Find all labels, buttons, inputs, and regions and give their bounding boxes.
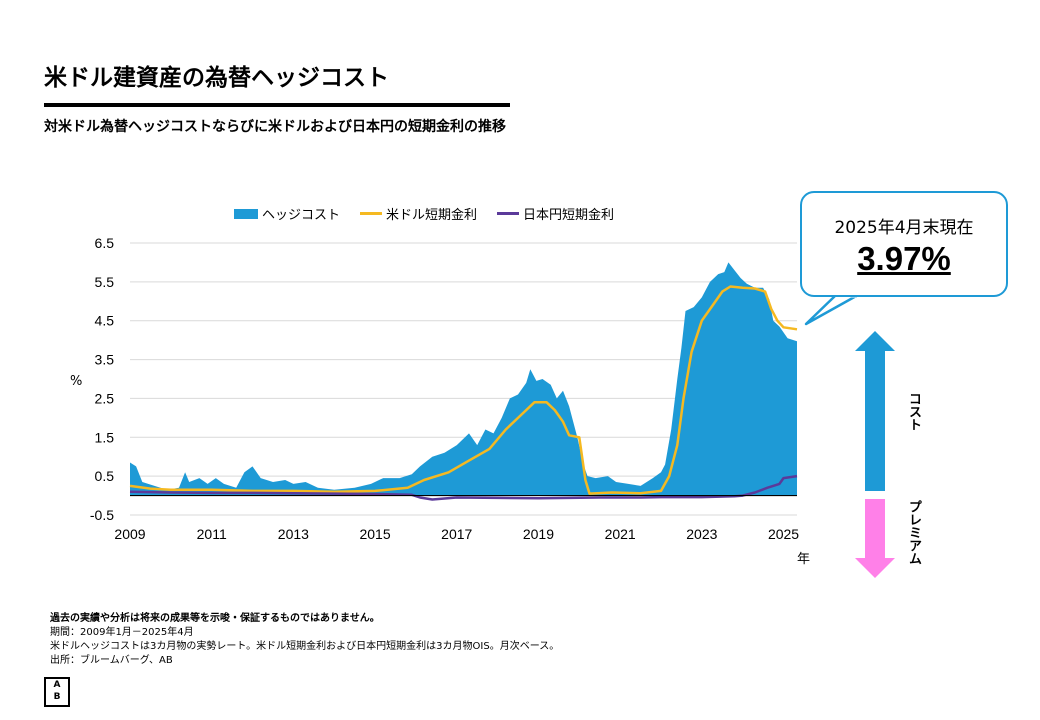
cost-arrowhead — [855, 331, 895, 351]
premium-arrow-shaft — [865, 499, 885, 559]
logo-letter-bottom: B — [53, 692, 61, 702]
footer-source: 出所：ブルームバーグ、AB — [50, 655, 173, 666]
cost-arrow-shaft — [865, 350, 885, 491]
y-tick-label: 6.5 — [95, 235, 115, 251]
x-tick-label: 2025 — [768, 526, 799, 542]
ab-logo: A B — [44, 677, 70, 707]
legend-label-usd: 米ドル短期金利 — [386, 208, 478, 223]
y-axis-label: % — [70, 374, 82, 389]
x-tick-label: 2009 — [114, 526, 145, 542]
page-subtitle: 対米ドル為替ヘッジコストならびに米ドルおよび日本円の短期金利の推移 — [44, 119, 506, 135]
callout-date-label: 2025年4月末現在 — [834, 218, 974, 238]
logo-letter-top: A — [53, 680, 61, 690]
y-tick-label: -0.5 — [90, 507, 114, 523]
x-tick-label: 2019 — [523, 526, 554, 542]
legend-label-hedge: ヘッジコスト — [262, 208, 341, 223]
chart-legend: ヘッジコスト 米ドル短期金利 日本円短期金利 — [234, 204, 634, 223]
x-tick-label: 2011 — [197, 526, 227, 542]
x-tick-label: 2013 — [278, 526, 309, 542]
callout-value: 3.97% — [857, 240, 951, 277]
legend-swatch-usd — [360, 212, 383, 215]
legend-swatch-hedge — [234, 208, 258, 219]
x-tick-label: 2015 — [359, 526, 390, 542]
legend-item-usd: 米ドル短期金利 — [360, 204, 477, 223]
current-value-callout: 2025年4月末現在 3.97% — [800, 191, 1008, 297]
footer-notes: 過去の実績や分析は将来の成果等を示唆・保証するものではありません。 期間：200… — [50, 612, 559, 668]
y-tick-label: 5.5 — [95, 274, 115, 290]
jpy-rate-line — [129, 474, 798, 501]
y-tick-label: 1.5 — [95, 429, 115, 445]
hedge-cost-area — [130, 262, 797, 496]
title-divider — [44, 103, 510, 107]
y-tick-label: 0.5 — [95, 468, 115, 484]
premium-label: プレミアム — [906, 500, 921, 565]
x-axis-label: 年 — [797, 552, 810, 567]
x-tick-label: 2021 — [605, 526, 636, 542]
cost-label: コスト — [906, 392, 921, 431]
x-tick-label: 2023 — [686, 526, 717, 542]
legend-item-hedge: ヘッジコスト — [234, 204, 340, 223]
usd-rate-line — [129, 285, 798, 495]
y-tick-label: 3.5 — [95, 352, 115, 368]
footer-note: 米ドルヘッジコストは3カ月物の実勢レート。米ドル短期金利および日本円短期金利は3… — [50, 641, 560, 652]
legend-item-jpy: 日本円短期金利 — [497, 204, 614, 223]
y-tick-label: 2.5 — [95, 390, 115, 406]
premium-arrowhead — [855, 558, 895, 578]
footer-period: 期間：2009年1月－2025年4月 — [50, 627, 194, 638]
legend-label-jpy: 日本円短期金利 — [523, 208, 615, 223]
legend-swatch-jpy — [497, 212, 520, 215]
callout-tail — [804, 293, 859, 326]
page-title: 米ドル建資産の為替ヘッジコスト — [44, 65, 389, 91]
x-tick-label: 2017 — [441, 526, 472, 542]
footer-disclaimer: 過去の実績や分析は将来の成果等を示唆・保証するものではありません。 — [50, 613, 380, 624]
y-tick-label: 4.5 — [95, 313, 115, 329]
